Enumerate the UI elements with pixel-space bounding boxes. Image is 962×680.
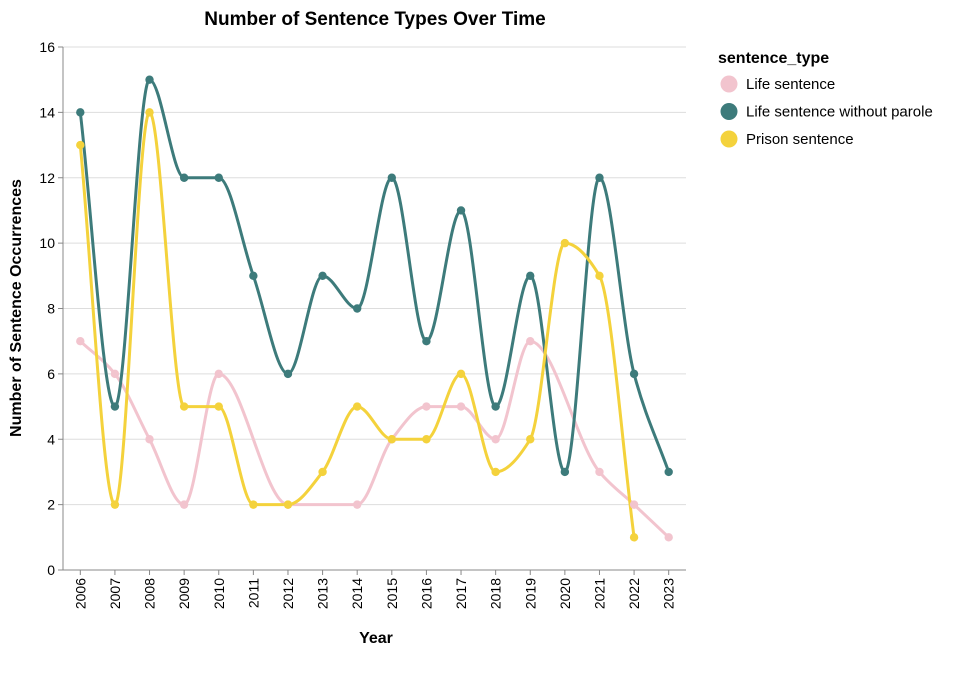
legend-symbol-life-sentence bbox=[720, 75, 738, 93]
data-point-life-sentence bbox=[664, 533, 673, 542]
data-point-prison-sentence bbox=[110, 500, 120, 509]
data-point-life-sentence bbox=[595, 467, 604, 477]
x-tick-label: 2014 bbox=[349, 578, 365, 609]
data-point-life-sentence-without-parole bbox=[422, 336, 431, 346]
x-tick-label: 2007 bbox=[107, 578, 123, 609]
data-point-prison-sentence bbox=[318, 467, 327, 477]
data-point-prison-sentence bbox=[76, 140, 85, 150]
data-point-life-sentence-without-parole bbox=[595, 173, 604, 182]
data-point-prison-sentence bbox=[491, 467, 500, 477]
legend-label-life-sentence-without-parole: Life sentence without parole bbox=[746, 104, 933, 121]
legend-symbol-prison-sentence bbox=[720, 130, 738, 148]
data-point-life-sentence-without-parole bbox=[76, 108, 85, 117]
data-point-life-sentence bbox=[214, 369, 223, 379]
data-point-life-sentence bbox=[110, 369, 120, 379]
series-line-life-sentence bbox=[79, 339, 670, 539]
y-tick-label: 10 bbox=[39, 235, 55, 251]
legend-label-life-sentence: Life sentence bbox=[746, 76, 835, 93]
x-tick-label: 2013 bbox=[315, 578, 331, 609]
x-tick-label: 2006 bbox=[72, 578, 88, 609]
data-point-life-sentence bbox=[526, 336, 535, 346]
data-point-prison-sentence bbox=[526, 435, 535, 444]
data-point-prison-sentence bbox=[179, 402, 189, 411]
data-point-life-sentence-without-parole bbox=[318, 271, 327, 281]
data-point-life-sentence bbox=[76, 336, 85, 346]
data-point-life-sentence bbox=[179, 500, 189, 509]
data-point-prison-sentence bbox=[629, 533, 639, 542]
y-tick-label: 14 bbox=[39, 104, 55, 120]
data-point-life-sentence-without-parole bbox=[664, 467, 673, 477]
x-tick-label: 2012 bbox=[280, 578, 296, 609]
legend: sentence_type Life sentence Life sentence… bbox=[718, 50, 933, 148]
y-tick-label: 2 bbox=[47, 497, 55, 513]
y-tick-label: 0 bbox=[47, 562, 55, 578]
data-point-prison-sentence bbox=[560, 238, 570, 248]
x-tick-label: 2023 bbox=[661, 578, 677, 609]
data-point-life-sentence-without-parole bbox=[456, 206, 466, 215]
data-point-life-sentence-without-parole bbox=[352, 304, 362, 313]
y-tick-label: 4 bbox=[47, 431, 55, 447]
data-point-prison-sentence bbox=[422, 435, 431, 444]
data-point-life-sentence-without-parole bbox=[526, 271, 535, 281]
data-point-life-sentence-without-parole bbox=[249, 271, 258, 281]
data-point-life-sentence bbox=[456, 402, 466, 411]
x-tick-label: 2020 bbox=[557, 578, 573, 609]
y-tick-label: 16 bbox=[39, 39, 55, 55]
data-point-life-sentence bbox=[629, 500, 639, 509]
x-tick-label: 2019 bbox=[522, 578, 538, 609]
data-point-life-sentence bbox=[491, 435, 500, 444]
data-point-life-sentence-without-parole bbox=[629, 369, 639, 379]
y-tick-label: 6 bbox=[47, 366, 55, 382]
data-point-life-sentence bbox=[352, 500, 362, 509]
y-tick-label: 12 bbox=[39, 170, 55, 186]
data-point-life-sentence-without-parole bbox=[283, 369, 293, 379]
data-point-life-sentence-without-parole bbox=[214, 173, 223, 182]
data-point-prison-sentence bbox=[352, 402, 362, 411]
y-axis-title: Number of Sentence Occurrences bbox=[8, 179, 25, 437]
x-tick-label: 2008 bbox=[142, 578, 158, 609]
data-point-life-sentence-without-parole bbox=[387, 173, 397, 182]
x-tick-label: 2016 bbox=[418, 578, 434, 609]
series-line-prison-sentence bbox=[78, 110, 636, 538]
data-point-life-sentence-without-parole bbox=[560, 467, 570, 477]
data-point-prison-sentence bbox=[456, 369, 466, 379]
data-point-life-sentence bbox=[422, 402, 431, 411]
data-point-life-sentence bbox=[145, 435, 154, 444]
data-point-life-sentence-without-parole bbox=[145, 75, 154, 84]
data-point-prison-sentence bbox=[214, 402, 223, 411]
x-tick-label: 2021 bbox=[591, 578, 607, 609]
data-point-prison-sentence bbox=[387, 435, 397, 444]
data-point-life-sentence-without-parole bbox=[179, 173, 189, 182]
axes: 0 2 4 6 8 10 12 14 16 2006 2007 2008 2009 2010 2011 201… bbox=[39, 39, 686, 609]
data-point-prison-sentence bbox=[283, 500, 293, 509]
x-tick-label: 2011 bbox=[245, 578, 261, 608]
legend-symbol-life-sentence-without-parole bbox=[720, 103, 738, 120]
data-point-prison-sentence bbox=[145, 108, 154, 117]
data-point-prison-sentence bbox=[249, 500, 258, 509]
data-point-life-sentence-without-parole bbox=[110, 402, 120, 411]
chart-title: Number of Sentence Types Over Time bbox=[204, 9, 545, 30]
legend-label-prison-sentence: Prison sentence bbox=[746, 131, 854, 148]
x-axis-title: Year bbox=[359, 630, 393, 647]
data-points bbox=[76, 75, 673, 542]
x-tick-label: 2017 bbox=[453, 578, 469, 609]
legend-title: sentence_type bbox=[718, 50, 829, 67]
data-point-life-sentence-without-parole bbox=[491, 402, 500, 411]
x-tick-label: 2009 bbox=[176, 578, 192, 609]
grid bbox=[63, 46, 686, 571]
x-tick-label: 2015 bbox=[384, 578, 400, 609]
y-tick-label: 8 bbox=[47, 301, 55, 317]
x-tick-label: 2018 bbox=[488, 578, 504, 609]
x-tick-label: 2022 bbox=[626, 578, 642, 609]
data-point-prison-sentence bbox=[595, 271, 604, 281]
x-tick-label: 2010 bbox=[211, 578, 227, 609]
